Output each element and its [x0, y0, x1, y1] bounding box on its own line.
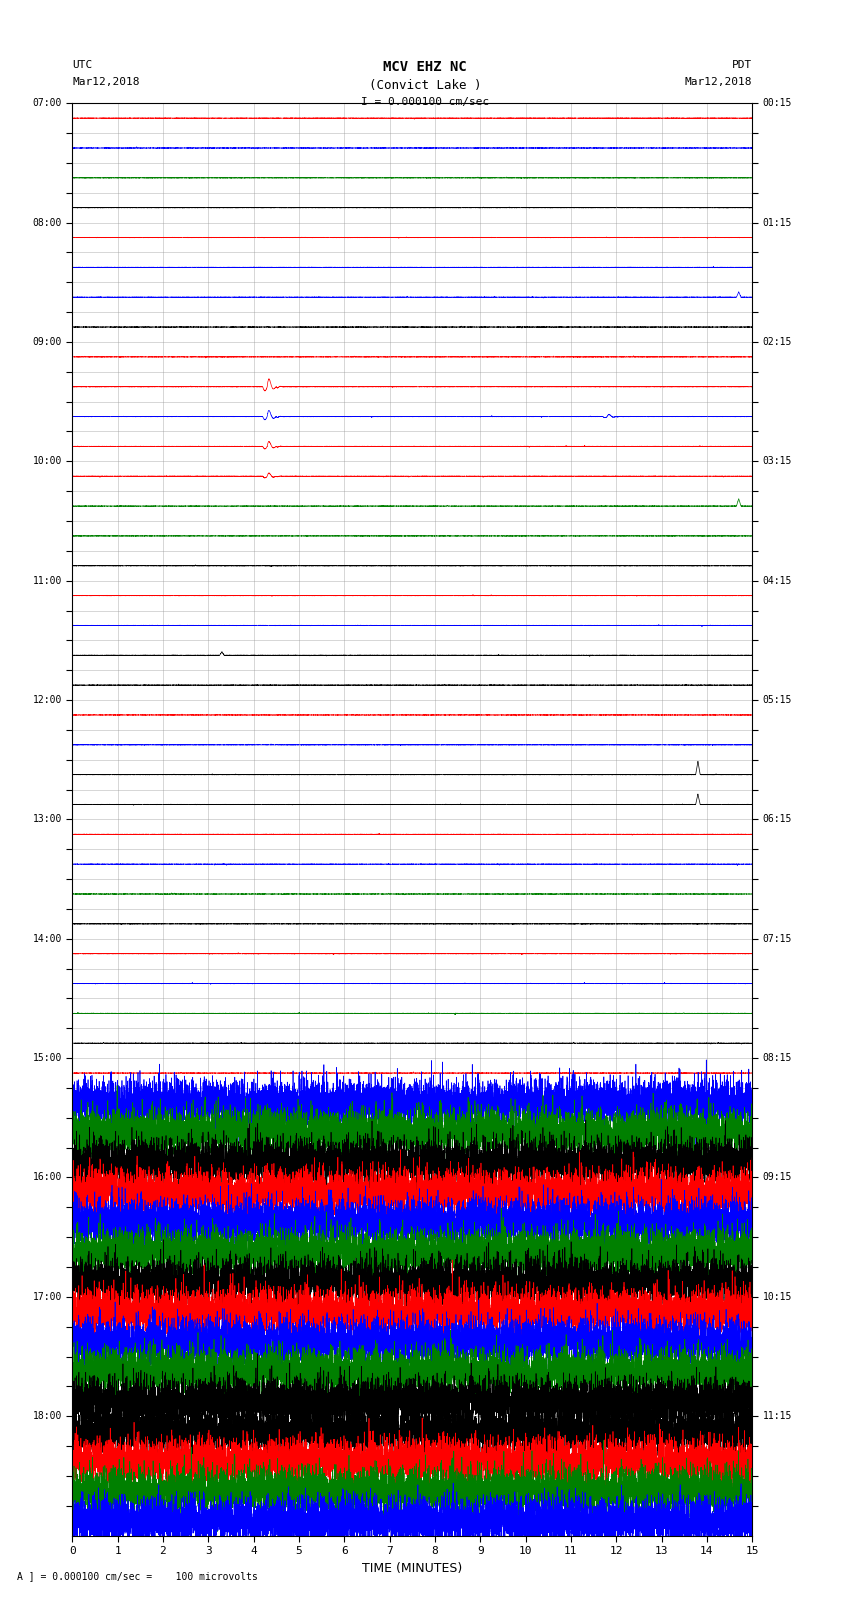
Text: (Convict Lake ): (Convict Lake )	[369, 79, 481, 92]
Text: Mar12,2018: Mar12,2018	[72, 77, 139, 87]
Text: A ] = 0.000100 cm/sec =    100 microvolts: A ] = 0.000100 cm/sec = 100 microvolts	[17, 1571, 258, 1581]
X-axis label: TIME (MINUTES): TIME (MINUTES)	[362, 1561, 462, 1574]
Text: UTC: UTC	[72, 60, 93, 69]
Text: I = 0.000100 cm/sec: I = 0.000100 cm/sec	[361, 97, 489, 106]
Text: Mar12,2018: Mar12,2018	[685, 77, 752, 87]
Text: MCV EHZ NC: MCV EHZ NC	[383, 60, 467, 74]
Text: PDT: PDT	[732, 60, 752, 69]
